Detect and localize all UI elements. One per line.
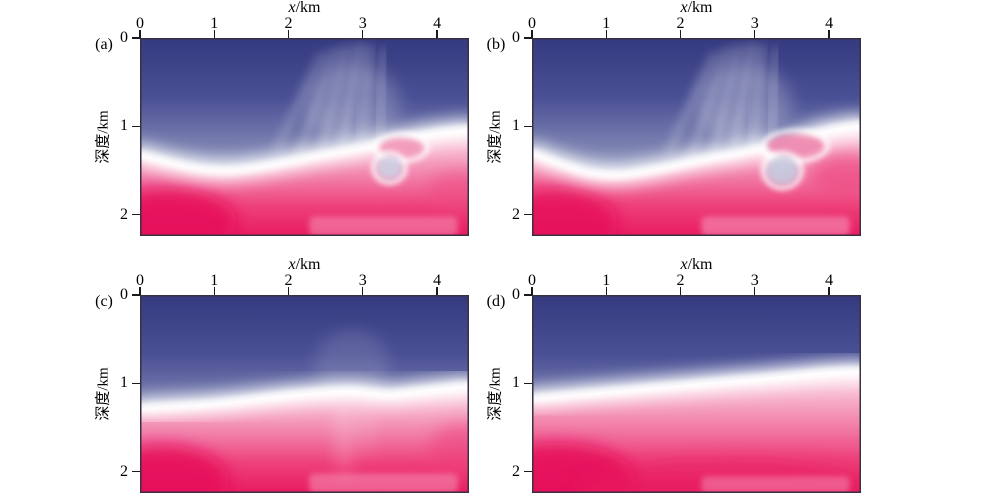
y-tick-label: 1 bbox=[512, 374, 520, 392]
x-tick bbox=[679, 30, 682, 38]
y-tick bbox=[524, 294, 532, 296]
y-tick-label: 0 bbox=[120, 29, 128, 46]
x-tick-label: 4 bbox=[433, 272, 442, 289]
y-tick-label: 2 bbox=[512, 205, 520, 223]
y-tick-label: 0 bbox=[512, 29, 520, 46]
x-tick bbox=[436, 30, 438, 38]
y-axis-title-text: 深度/km bbox=[487, 110, 504, 164]
x-tick bbox=[213, 30, 215, 38]
x-tick bbox=[531, 287, 533, 295]
x-axis-title: x/km bbox=[288, 256, 321, 273]
y-tick-label: 2 bbox=[120, 205, 128, 223]
x-tick-label: 2 bbox=[676, 15, 685, 32]
x-tick bbox=[287, 30, 290, 38]
x-tick-label: 3 bbox=[750, 15, 759, 32]
y-tick-label: 0 bbox=[512, 286, 520, 303]
y-tick bbox=[132, 125, 140, 128]
heatmap-panel-c bbox=[140, 295, 469, 493]
y-tick-label: 2 bbox=[512, 462, 520, 480]
x-tick-label: 1 bbox=[602, 15, 611, 32]
x-tick-label: 0 bbox=[136, 272, 144, 289]
x-axis-variable: x bbox=[288, 256, 296, 273]
heatmap-panel-b bbox=[532, 38, 861, 236]
x-tick bbox=[531, 30, 533, 38]
y-tick bbox=[524, 471, 532, 473]
x-axis-title: x/km bbox=[680, 0, 713, 16]
y-tick-label: 1 bbox=[512, 117, 520, 135]
x-tick bbox=[362, 287, 364, 295]
y-tick-label: 0 bbox=[120, 286, 128, 303]
x-tick bbox=[828, 30, 830, 38]
x-tick-label: 1 bbox=[602, 272, 611, 289]
x-tick-label: 0 bbox=[136, 15, 144, 32]
x-tick bbox=[754, 30, 756, 38]
x-tick-label: 3 bbox=[358, 272, 367, 289]
x-tick-label: 0 bbox=[528, 15, 536, 32]
x-tick bbox=[436, 287, 438, 295]
heatmap-panel-a bbox=[140, 38, 469, 236]
y-tick bbox=[524, 382, 532, 385]
x-tick-label: 3 bbox=[358, 15, 367, 32]
y-tick-label: 1 bbox=[120, 117, 128, 135]
x-tick-label: 4 bbox=[825, 15, 834, 32]
x-axis-title: x/km bbox=[288, 0, 321, 16]
x-tick bbox=[213, 287, 215, 295]
x-tick-label: 2 bbox=[284, 15, 293, 32]
panel-label-a: (a) bbox=[95, 36, 113, 53]
x-tick bbox=[605, 30, 607, 38]
x-tick-label: 4 bbox=[433, 15, 442, 32]
x-tick-label: 1 bbox=[210, 15, 219, 32]
x-tick bbox=[828, 287, 830, 295]
y-tick bbox=[132, 382, 140, 385]
x-tick bbox=[139, 287, 141, 295]
x-tick-label: 2 bbox=[676, 272, 685, 289]
x-tick bbox=[605, 287, 607, 295]
y-tick bbox=[524, 214, 532, 216]
x-tick-label: 3 bbox=[750, 272, 759, 289]
x-tick bbox=[754, 287, 756, 295]
y-tick bbox=[524, 37, 532, 39]
x-tick-label: 0 bbox=[528, 272, 536, 289]
panel-label-c: (c) bbox=[95, 293, 113, 310]
x-tick-label: 2 bbox=[284, 272, 293, 289]
x-tick-label: 4 bbox=[825, 272, 834, 289]
y-axis-title-text: 深度/km bbox=[487, 367, 504, 421]
x-axis-variable: x bbox=[680, 0, 688, 16]
x-axis-title: x/km bbox=[680, 256, 713, 273]
x-tick bbox=[287, 287, 290, 295]
y-tick-label: 2 bbox=[120, 462, 128, 480]
y-tick bbox=[132, 471, 140, 473]
x-tick-label: 1 bbox=[210, 272, 219, 289]
y-tick bbox=[132, 37, 140, 39]
panel-label-b: (b) bbox=[486, 36, 506, 53]
y-axis-title-text: 深度/km bbox=[95, 367, 112, 421]
y-axis-title-text: 深度/km bbox=[95, 110, 112, 164]
y-tick-label: 1 bbox=[120, 374, 128, 392]
x-axis-variable: x bbox=[680, 256, 688, 273]
y-tick bbox=[524, 125, 532, 128]
x-tick bbox=[139, 30, 141, 38]
x-axis-variable: x bbox=[288, 0, 296, 16]
x-tick bbox=[679, 287, 682, 295]
y-tick bbox=[132, 294, 140, 296]
panel-label-d: (d) bbox=[486, 293, 506, 310]
y-tick bbox=[132, 214, 140, 216]
x-tick bbox=[362, 30, 364, 38]
heatmap-panel-d bbox=[532, 295, 861, 493]
